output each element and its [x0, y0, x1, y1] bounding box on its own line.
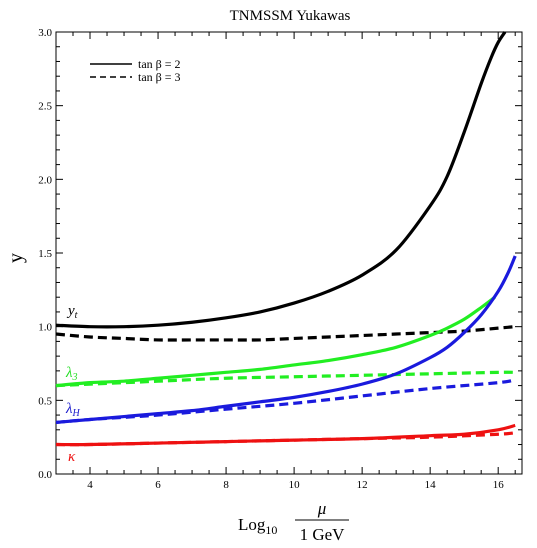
x-label-prefix: Log: [238, 515, 266, 534]
legend-label-solid: tan β = 2: [138, 57, 181, 71]
x-tick-label: 16: [493, 479, 505, 491]
series-line-kappa_dashed: [55, 431, 516, 447]
x-tick-label: 6: [155, 479, 161, 491]
y-tick-label: 1.5: [38, 248, 52, 260]
svg-text:Log10: Log10: [238, 515, 277, 537]
x-tick-label: 8: [223, 479, 229, 491]
y-tick-label: 1.0: [38, 322, 52, 334]
legend: tan β = 2 tan β = 3: [90, 57, 181, 84]
y-tick-label: 2.5: [38, 101, 52, 113]
x-tick-label: 14: [425, 479, 437, 491]
series-line-kappa_solid: [55, 423, 516, 447]
plot-frame: [55, 31, 523, 475]
x-label-numerator: μ: [317, 499, 327, 518]
legend-label-dashed: tan β = 3: [138, 70, 181, 84]
y-tick-label: 0.5: [38, 395, 52, 407]
y-tick-label: 2.0: [38, 174, 52, 186]
curve-label-lambdaH: λH: [65, 401, 81, 419]
chart-title: TNMSSM Yukawas: [230, 8, 351, 24]
y-tick-label: 3.0: [38, 27, 52, 39]
x-tick-label: 10: [289, 479, 301, 491]
y-tick-label: 0.0: [38, 469, 52, 481]
series-line-yt_solid: [55, 31, 507, 329]
x-tick-label: 4: [87, 479, 93, 491]
x-label-prefix-sub: 10: [265, 523, 277, 537]
series-line-lambda3_dashed: [55, 370, 516, 388]
series-line-lambdaH_dashed: [55, 378, 516, 425]
curve-label-kappa: κ: [68, 449, 76, 465]
x-axis-label: Log10 μ 1 GeV: [238, 499, 349, 544]
series-line-lambda3_solid: [55, 295, 496, 388]
curve-label-yt: yt: [66, 303, 78, 321]
x-tick-label: 12: [357, 479, 368, 491]
y-axis-label: y: [5, 253, 27, 263]
x-label-denominator: 1 GeV: [300, 525, 346, 544]
curve-label-lambda3: λ3: [65, 365, 78, 383]
curves: [55, 31, 517, 447]
series-line-yt_dashed: [55, 325, 516, 342]
axis-ticks: 4 6 8 10 12 14 16 0.0 0.5 1.0 1.5 2.0 2.5 3.0: [38, 27, 522, 491]
